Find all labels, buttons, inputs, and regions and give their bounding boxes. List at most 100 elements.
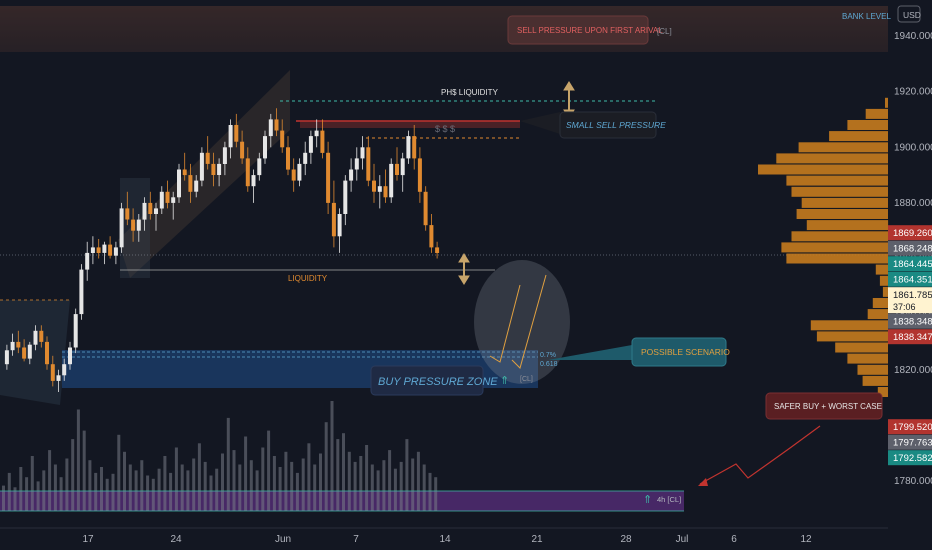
bank-level-label: BANK LEVEL	[842, 12, 891, 21]
candle-body	[222, 147, 227, 164]
volume-profile-bar	[865, 108, 888, 119]
volume-bar	[128, 464, 132, 511]
time-tick-label: 7	[353, 534, 359, 545]
time-tick-label: 24	[170, 534, 182, 545]
volume-bar	[405, 439, 409, 511]
price-tick-label: 1920.000	[894, 87, 932, 98]
candle-body	[50, 364, 55, 381]
candle-body	[211, 163, 216, 175]
candle-body	[165, 191, 170, 203]
volume-bar	[411, 458, 415, 511]
sell-zone-band	[0, 6, 888, 52]
candle-body	[228, 125, 233, 148]
volume-bar	[36, 481, 40, 511]
price-tick-label: 1900.000	[894, 142, 932, 153]
price-tag-label: 1861.785	[893, 290, 932, 301]
candle-body	[366, 147, 371, 181]
buy-pressure-box	[370, 365, 484, 396]
candle-body	[314, 130, 319, 137]
candle-body	[79, 269, 84, 315]
volume-bar	[347, 451, 351, 511]
volume-profile-bar	[791, 186, 888, 197]
candle-body	[119, 208, 124, 248]
volume-profile-bar	[877, 387, 888, 397]
volume-bar	[272, 456, 276, 511]
possible-scenario-label: POSSIBLE SCENARIO	[641, 347, 730, 357]
candle-body	[27, 344, 32, 359]
volume-bar	[169, 472, 173, 511]
volume-bar	[192, 458, 196, 511]
volume-bar	[342, 433, 345, 511]
volume-bar	[382, 460, 386, 511]
liquidity-arrow	[458, 253, 470, 285]
candle-body	[33, 330, 38, 345]
candle-body	[96, 247, 101, 253]
price-axis[interactable]: 1940.0001920.0001900.0001880.0001860.000…	[888, 31, 932, 487]
volume-bar	[261, 447, 265, 511]
time-tick-label: Jul	[676, 534, 689, 545]
volume-bar	[146, 475, 150, 511]
candle-body	[280, 130, 285, 148]
sell-cl-tag: [CL]	[657, 27, 672, 36]
volume-bar	[232, 450, 236, 511]
volume-profile-bar	[857, 364, 888, 375]
candle-body	[240, 141, 245, 159]
volume-bar	[428, 472, 432, 511]
candle-body	[395, 163, 399, 175]
candle-body	[417, 158, 422, 192]
currency-badge[interactable]	[897, 5, 921, 23]
candle-body	[154, 208, 158, 214]
safer-buy-box	[765, 392, 883, 420]
dollar-label: $ $ $	[435, 124, 455, 134]
price-tag-label: 1864.351	[893, 275, 932, 286]
volume-bar	[249, 460, 253, 511]
volume-bar	[370, 464, 374, 511]
volume-bar	[353, 461, 357, 511]
volume-profile-bar	[862, 375, 888, 386]
candle-body	[257, 158, 262, 176]
candle-body	[354, 158, 359, 170]
price-tick-label: 1820.000	[894, 365, 932, 376]
volume-bar	[59, 477, 63, 511]
time-tick-label: Jun	[275, 534, 291, 545]
liquidity-label: LIQUIDITY	[288, 274, 328, 283]
fib-label-a: 0.7%	[540, 352, 556, 359]
volume-profile-bar	[847, 120, 888, 130]
candle-body	[113, 247, 118, 256]
currency-label: USD	[903, 10, 921, 20]
candle-body	[412, 136, 417, 159]
candle-body	[39, 330, 44, 342]
volume-profile-bar	[758, 164, 888, 175]
volume-bar	[157, 468, 161, 511]
volume-bar	[324, 422, 328, 511]
volume-profile-bar	[885, 97, 888, 108]
time-tick-label: 6	[731, 534, 737, 545]
volume-bar	[238, 464, 242, 511]
volume-bar	[284, 451, 288, 511]
volume-bar	[180, 464, 184, 511]
price-tag	[888, 225, 932, 241]
volume-profile-bar	[829, 131, 888, 142]
price-tag-label: 1864.445	[893, 259, 932, 270]
candle-body	[429, 225, 434, 248]
safer-buy-label: SAFER BUY + WORST CASE	[774, 402, 882, 411]
candle-body	[337, 214, 342, 237]
volume-bar	[94, 472, 98, 511]
candle-body	[10, 341, 15, 351]
time-axis[interactable]: 17 24 Jun 7 14 21 28 Jul 6 12	[82, 534, 812, 545]
volume-bar	[117, 434, 121, 511]
volume-bar	[399, 461, 403, 511]
volume-profile-bar	[875, 264, 888, 275]
candle-body	[171, 197, 176, 203]
sell-pressure-box	[507, 15, 649, 45]
candle-body	[274, 119, 279, 131]
volume-bar	[267, 430, 271, 511]
volume-bar	[76, 409, 80, 511]
candle-body	[400, 158, 405, 176]
price-tick-label: 1780.000	[894, 476, 932, 487]
candle-body	[148, 202, 153, 214]
candle-body	[73, 314, 78, 348]
candle-body	[435, 247, 440, 253]
price-tag	[888, 313, 932, 329]
